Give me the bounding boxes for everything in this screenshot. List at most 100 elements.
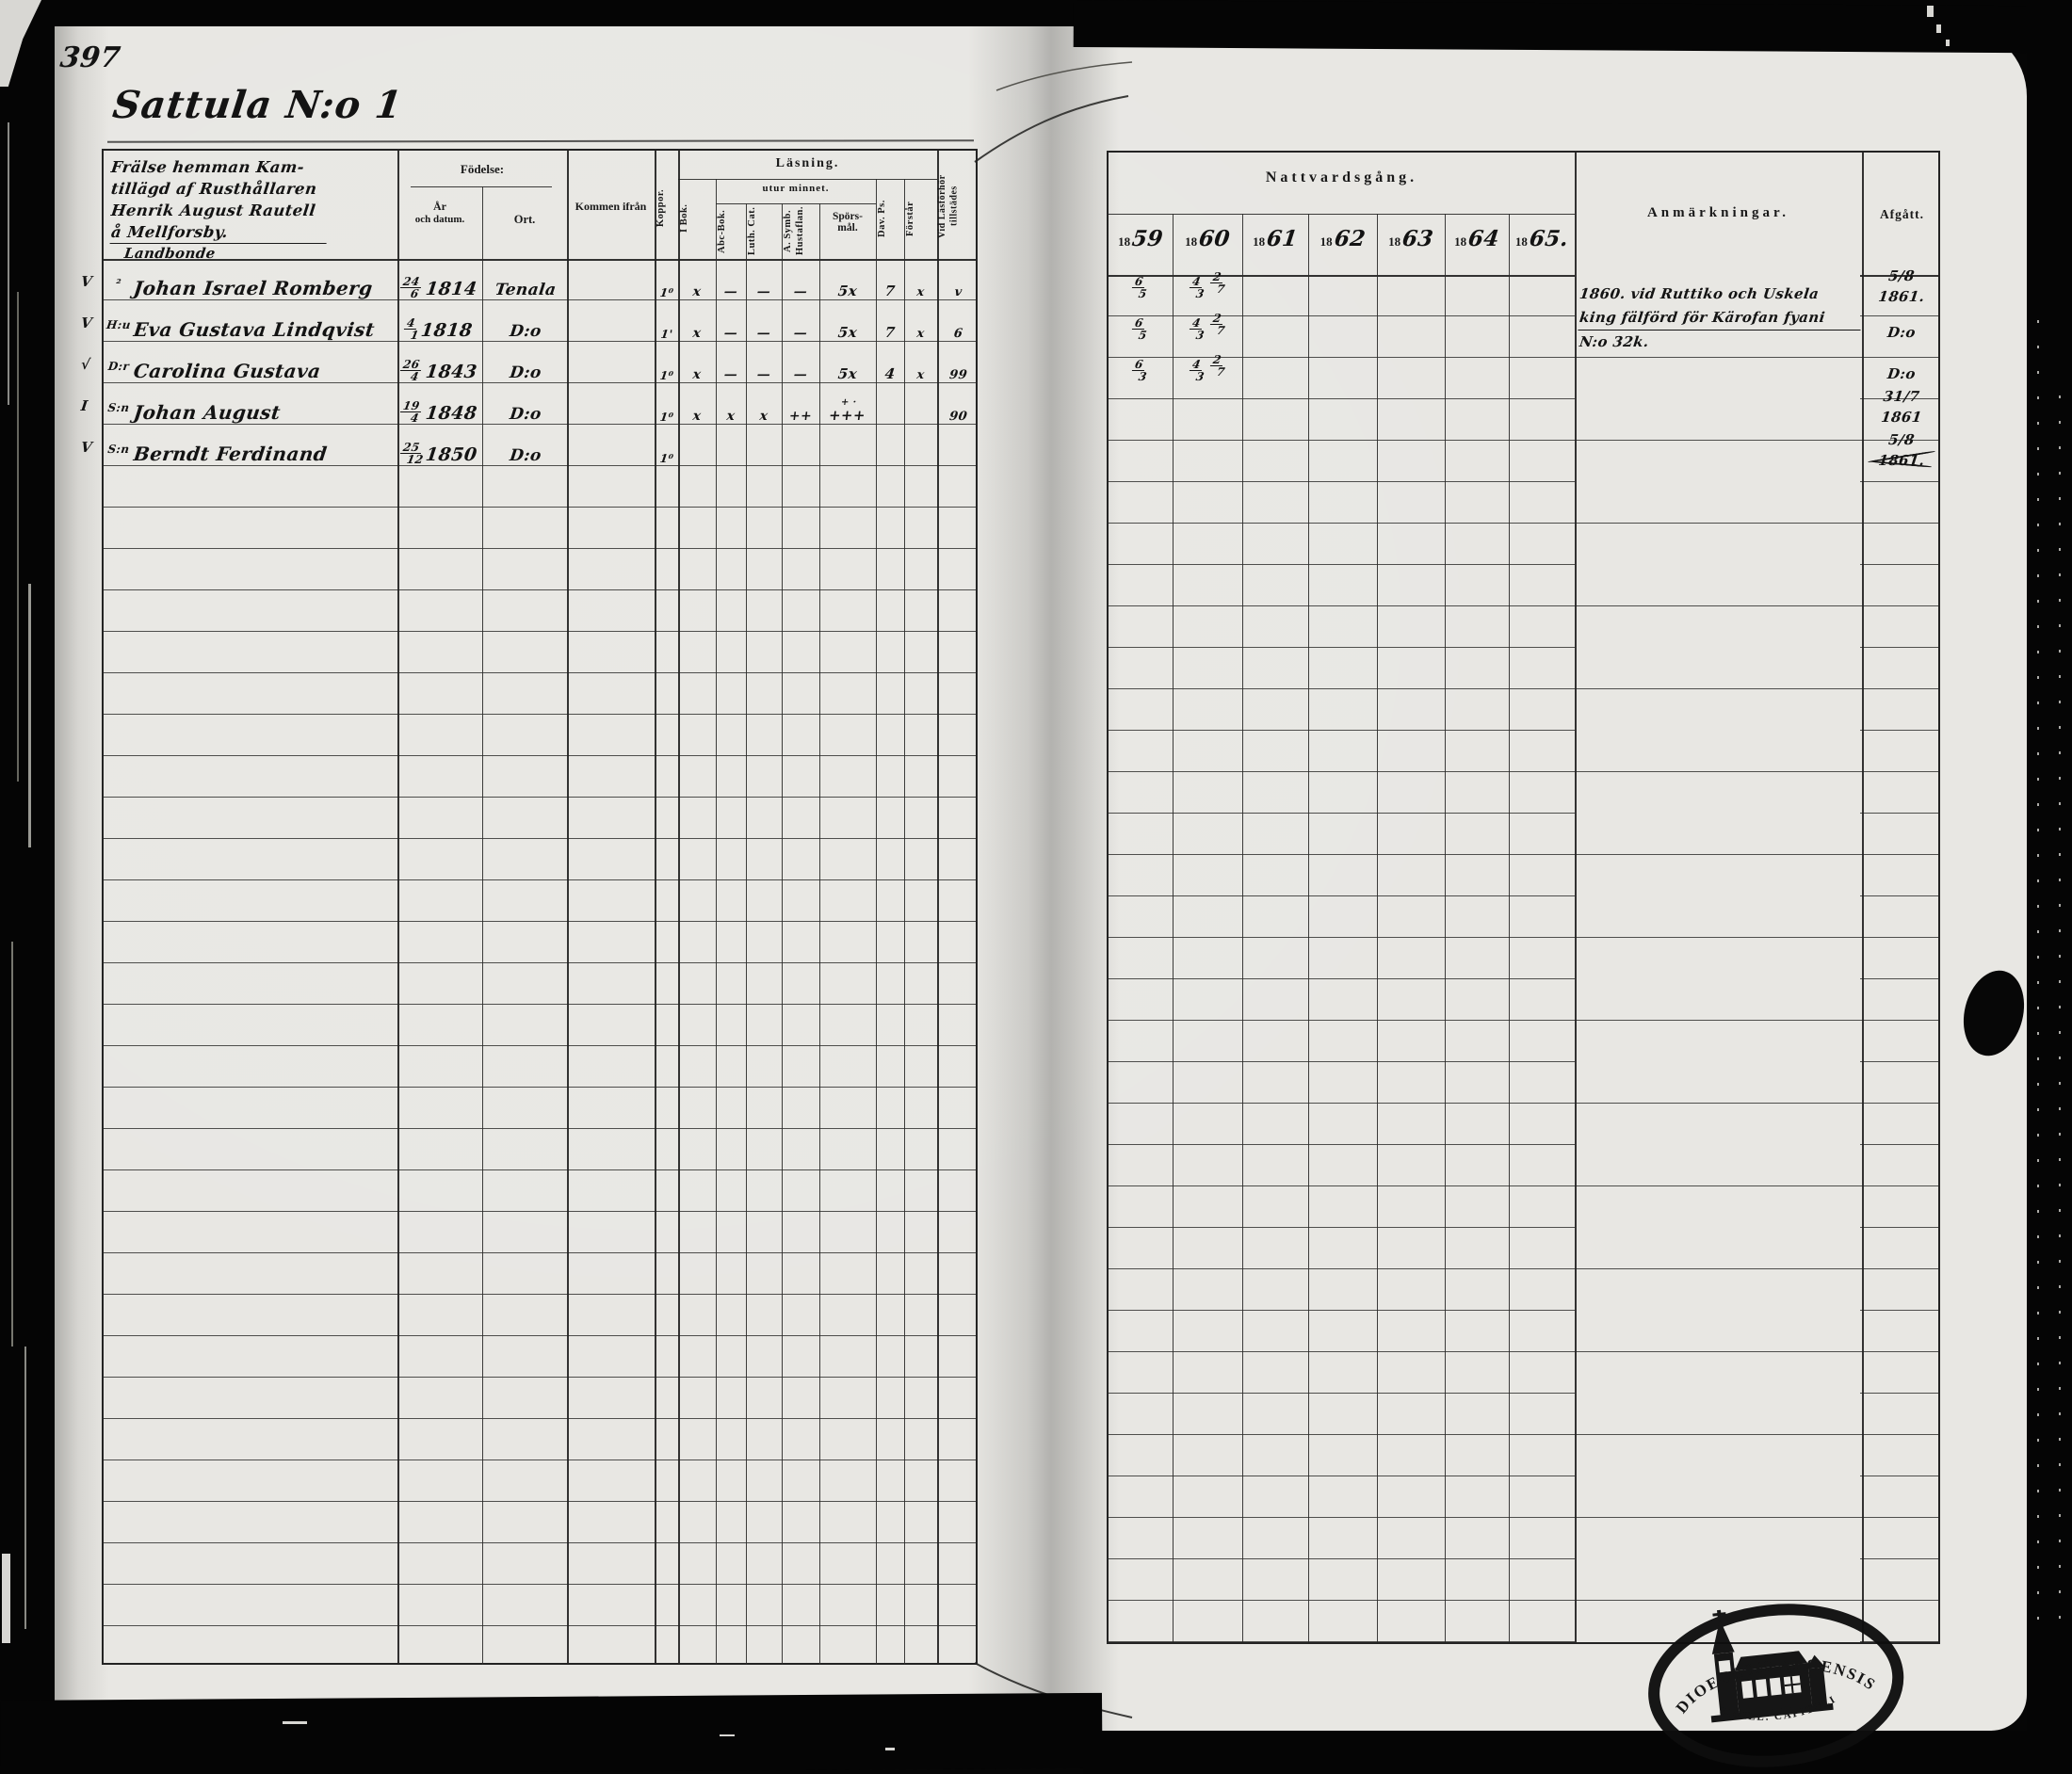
header-ort: Ort. [513, 213, 536, 226]
owner-note-line: å Mellforsby. [109, 221, 330, 244]
vaccination-mark: 1' [659, 328, 674, 341]
reading-mark-sporsmal: 5x [819, 365, 876, 382]
communion-month: 3 [1194, 370, 1206, 383]
grid-line [1862, 153, 1864, 275]
reading-mark-abc: — [722, 326, 739, 341]
grid-line [1445, 275, 1446, 1642]
grid-line [1242, 275, 1243, 1642]
film-edge-dots [2037, 320, 2039, 1638]
person-name: Carolina Gustava [132, 360, 322, 382]
speckle [1927, 6, 1934, 17]
stamp-window-grid [1784, 1676, 1801, 1694]
binding-streak [28, 584, 31, 847]
reading-mark-abc: — [722, 367, 739, 382]
header-fodelse: Födelse: [460, 162, 505, 176]
header-kommen-ifran: Kommen ifrån [575, 200, 647, 213]
birth-place: D:o [508, 446, 543, 465]
reading-mark-abc: — [722, 284, 739, 299]
year-printed: 18 [1454, 234, 1467, 249]
year-header: 1862 [1308, 226, 1377, 251]
reading-mark-i-bok: x [691, 367, 703, 382]
birth-year: 1843 [424, 362, 478, 382]
departure-entry: 5/8 1861. [1864, 266, 1939, 307]
right-table-body [1109, 275, 1938, 1642]
header-och-datum: och datum. [414, 214, 465, 225]
relation-prefix: ² [115, 277, 122, 290]
bottom-black-band-left [0, 1692, 1103, 1774]
archive-stamp: DIOECESIS ABOENSIS SIGILL. CAPITULI [1648, 1604, 1904, 1767]
birth-year: 1848 [424, 403, 478, 424]
bottom-black-band-right [1083, 1731, 2072, 1774]
person-name: Eva Gustava Lindqvist [132, 318, 377, 341]
speckle [1946, 40, 1950, 46]
header-a-symb: A. Symb. [783, 209, 793, 253]
person-row: S:n Berndt Ferdinand 25 12 1850 D:o 1⁰ [104, 431, 979, 467]
right-table: Nattvardsgång. 1859 1860 1861 1862 1863 … [1107, 151, 1940, 1644]
grid-line [1575, 153, 1577, 275]
header-lasning: Läsning. [775, 156, 840, 170]
grid-line [1575, 275, 1577, 1642]
header-afgatt: Afgått. [1879, 207, 1925, 221]
binding-streak [11, 942, 13, 1347]
birth-date: 26 4 1843 [399, 358, 480, 383]
communion-row: 5/8 1861. [1109, 431, 1942, 469]
reading-mark-abc: x [725, 409, 737, 424]
page-number: 397 [57, 41, 122, 74]
vaccination-mark: 1⁰ [658, 286, 675, 299]
communion-month: 5 [1137, 329, 1148, 342]
birth-place: D:o [508, 322, 543, 341]
communion-month: 7 [1215, 282, 1226, 296]
speckle [720, 1734, 735, 1736]
year-written: 60 [1197, 226, 1232, 251]
grid-line [1109, 214, 1575, 215]
relation-prefix: D:r [106, 360, 131, 373]
header-vid-lasforhor-2: tillstädes [948, 185, 960, 227]
grid-line [397, 259, 399, 1665]
birth-date: 25 12 1850 [399, 441, 480, 466]
header-ar: År [433, 200, 446, 213]
reading-mark-luth: — [755, 326, 772, 341]
examination-mark: 99 [948, 368, 968, 382]
margin-check: √ [79, 356, 92, 373]
grid-line [567, 151, 569, 259]
year-written: 59 [1130, 226, 1165, 251]
grid-line [937, 259, 939, 1665]
examination-mark: 90 [948, 410, 968, 424]
reading-mark-symb: — [792, 326, 809, 341]
grid-line [567, 259, 569, 1665]
year-printed: 18 [1253, 234, 1266, 249]
grid-line [1308, 275, 1309, 1642]
departure-date: 5/8 [1887, 267, 1916, 284]
year-header: 1859 [1109, 226, 1173, 251]
header-anmarkningar: Anmärkningar. [1646, 205, 1790, 220]
birth-month: 1 [410, 329, 421, 342]
header-abc-bok: Abc-Bok. [717, 209, 727, 253]
birth-month: 4 [410, 411, 421, 425]
birth-place: Tenala [494, 281, 558, 299]
grid-line [1377, 214, 1378, 275]
birth-date: 19 4 1848 [399, 399, 480, 425]
birth-year: 1850 [424, 444, 478, 465]
year-printed: 18 [1514, 234, 1528, 249]
binding-streak [8, 122, 9, 405]
year-printed: 18 [1118, 234, 1131, 249]
birth-year: 1818 [419, 320, 474, 341]
grid-line [1173, 275, 1174, 1642]
grid-line [876, 179, 877, 259]
grid-line [1308, 214, 1309, 275]
grid-line [746, 259, 747, 1665]
reading-mark-forstar: x [915, 285, 926, 299]
binding-streak [24, 1347, 26, 1629]
grid-line [655, 151, 656, 259]
farm-owner-note: Frälse hemman Kam- tillägd af Rusthållar… [109, 156, 394, 263]
remark-line: king fälförd för Kärofan fyani [1578, 306, 1864, 331]
communion-month: 3 [1137, 370, 1148, 383]
margin-check: V [79, 273, 94, 290]
left-page-edge-shading [53, 26, 109, 1704]
sporsmal-value: 5x [836, 282, 859, 299]
grid-line [678, 151, 680, 259]
person-row: H:u Eva Gustava Lindqvist 4 1 1818 D:o 1' … [104, 307, 979, 343]
birth-year: 1814 [424, 279, 478, 299]
